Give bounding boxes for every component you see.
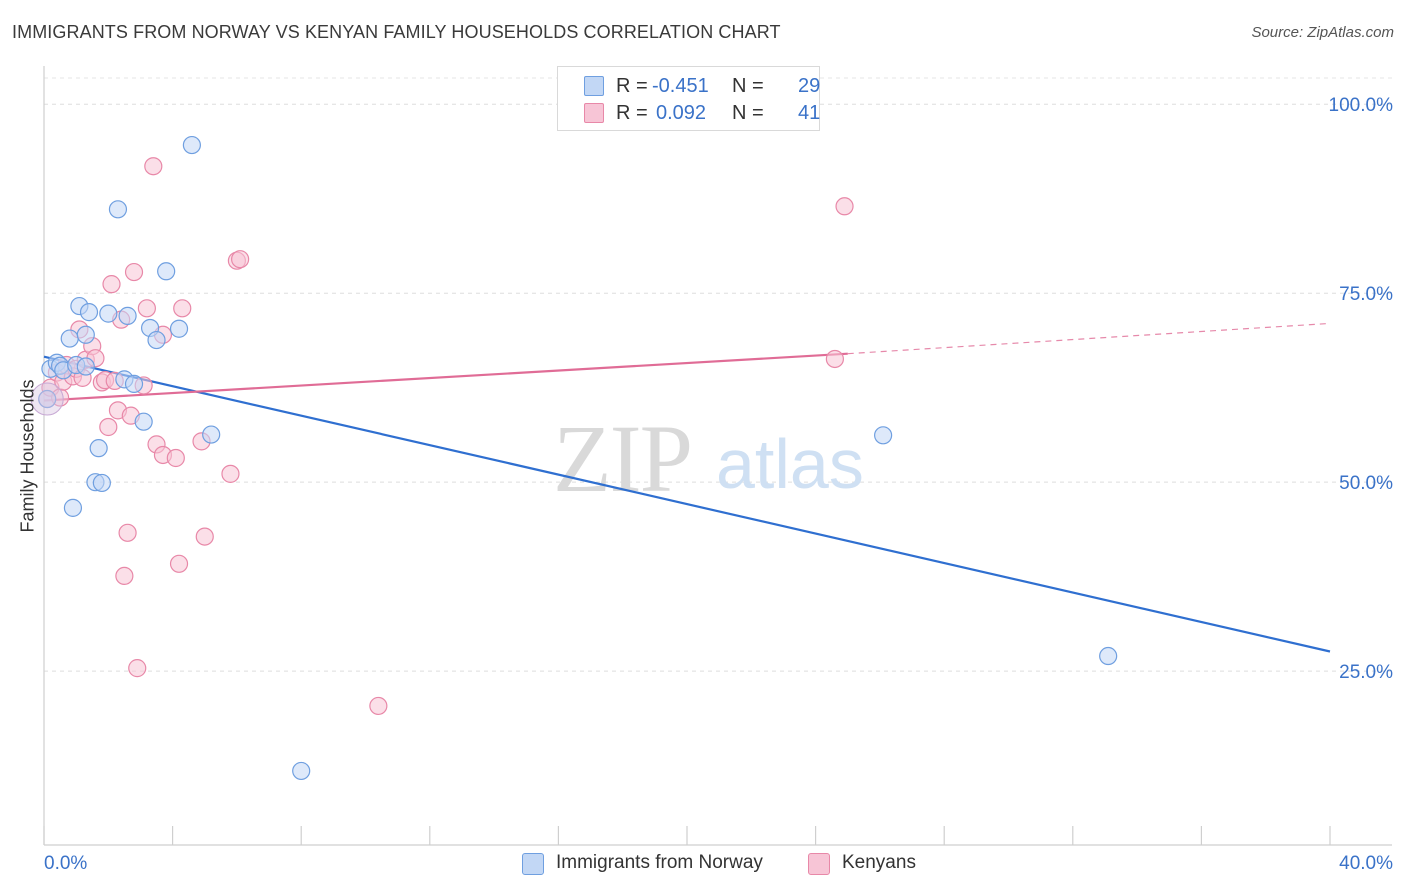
trend-line-kenyans xyxy=(43,352,848,402)
y-axis-label: Family Households xyxy=(17,379,38,533)
watermark-zip: ZIP xyxy=(553,405,691,512)
watermark: ZIP atlas xyxy=(553,405,864,512)
kenyans-point xyxy=(369,696,388,716)
kenyans-point xyxy=(231,250,250,269)
watermark-atlas: atlas xyxy=(716,425,864,503)
cluster-point xyxy=(30,382,64,416)
r-label: R = xyxy=(616,102,648,124)
norway-point xyxy=(147,330,166,350)
kenyans-point xyxy=(169,554,189,573)
trend-extension-kenyans xyxy=(847,322,1331,355)
kenyans-point xyxy=(825,349,844,369)
kenyans-swatch xyxy=(584,103,604,123)
norway-point xyxy=(202,425,221,444)
norway-point xyxy=(63,498,83,517)
norway-point xyxy=(89,439,108,458)
norway-point xyxy=(108,200,128,219)
r-value: -0.451 xyxy=(652,75,709,97)
norway-point xyxy=(157,262,176,281)
norway-point xyxy=(124,374,144,394)
kenyans-point xyxy=(99,417,118,437)
norway-point xyxy=(76,325,95,344)
data-points xyxy=(30,135,1118,781)
kenyans-point xyxy=(115,566,134,586)
norway-point xyxy=(79,303,99,322)
y-tick-label: 50.0% xyxy=(1339,473,1393,494)
norway-point xyxy=(134,412,153,431)
kenyans-point xyxy=(144,157,163,176)
stats-legend: R = -0.451 N = 29 R = 0.092 N = 41 xyxy=(557,66,820,131)
kenyans-point xyxy=(128,659,147,678)
kenyans-legend-swatch xyxy=(808,853,830,875)
kenyans-point xyxy=(102,275,121,294)
r-value: 0.092 xyxy=(656,102,707,124)
chart-title: IMMIGRANTS FROM NORWAY VS KENYAN FAMILY … xyxy=(12,22,781,42)
legend-label: Immigrants from Norway xyxy=(556,852,763,873)
kenyans-point xyxy=(835,197,854,216)
y-tick-label: 100.0% xyxy=(1329,95,1394,116)
n-value: 41 xyxy=(798,102,821,124)
kenyans-point xyxy=(166,448,185,468)
n-value: 29 xyxy=(798,75,821,97)
norway-point xyxy=(1099,646,1118,666)
y-tick-label: 25.0% xyxy=(1339,662,1393,683)
norway-point xyxy=(874,426,893,445)
norway-legend-swatch xyxy=(522,853,544,875)
kenyans-point xyxy=(124,262,144,282)
r-label: R = xyxy=(616,75,648,97)
norway-point xyxy=(38,389,57,409)
norway-point xyxy=(99,304,118,323)
gridlines xyxy=(44,77,1392,672)
norway-point xyxy=(292,761,311,781)
y-tick-label: 75.0% xyxy=(1339,284,1393,305)
x-tick-label: 40.0% xyxy=(1339,853,1393,874)
kenyans-point xyxy=(195,527,214,546)
norway-point xyxy=(76,357,95,376)
norway-point xyxy=(60,329,79,348)
kenyans-point xyxy=(137,299,156,318)
norway-point xyxy=(118,306,137,325)
norway-point xyxy=(169,319,189,338)
norway-point xyxy=(92,473,111,493)
norway-swatch xyxy=(584,76,604,96)
kenyans-point xyxy=(173,299,192,318)
legend-label: Kenyans xyxy=(842,852,916,873)
kenyans-point xyxy=(221,464,240,483)
axes xyxy=(43,66,1392,846)
kenyans-point xyxy=(118,523,137,542)
source-label: Source: ZipAtlas.com xyxy=(1251,24,1394,41)
n-label: N = xyxy=(732,75,764,97)
trend-lines xyxy=(43,322,1331,653)
trend-line-norway xyxy=(43,355,1331,653)
norway-point xyxy=(182,135,201,155)
n-label: N = xyxy=(732,102,764,124)
x-tick-label: 0.0% xyxy=(44,853,87,874)
tick-labels: 25.0% 50.0% 75.0% 100.0% 0.0% 40.0% xyxy=(44,95,1393,874)
